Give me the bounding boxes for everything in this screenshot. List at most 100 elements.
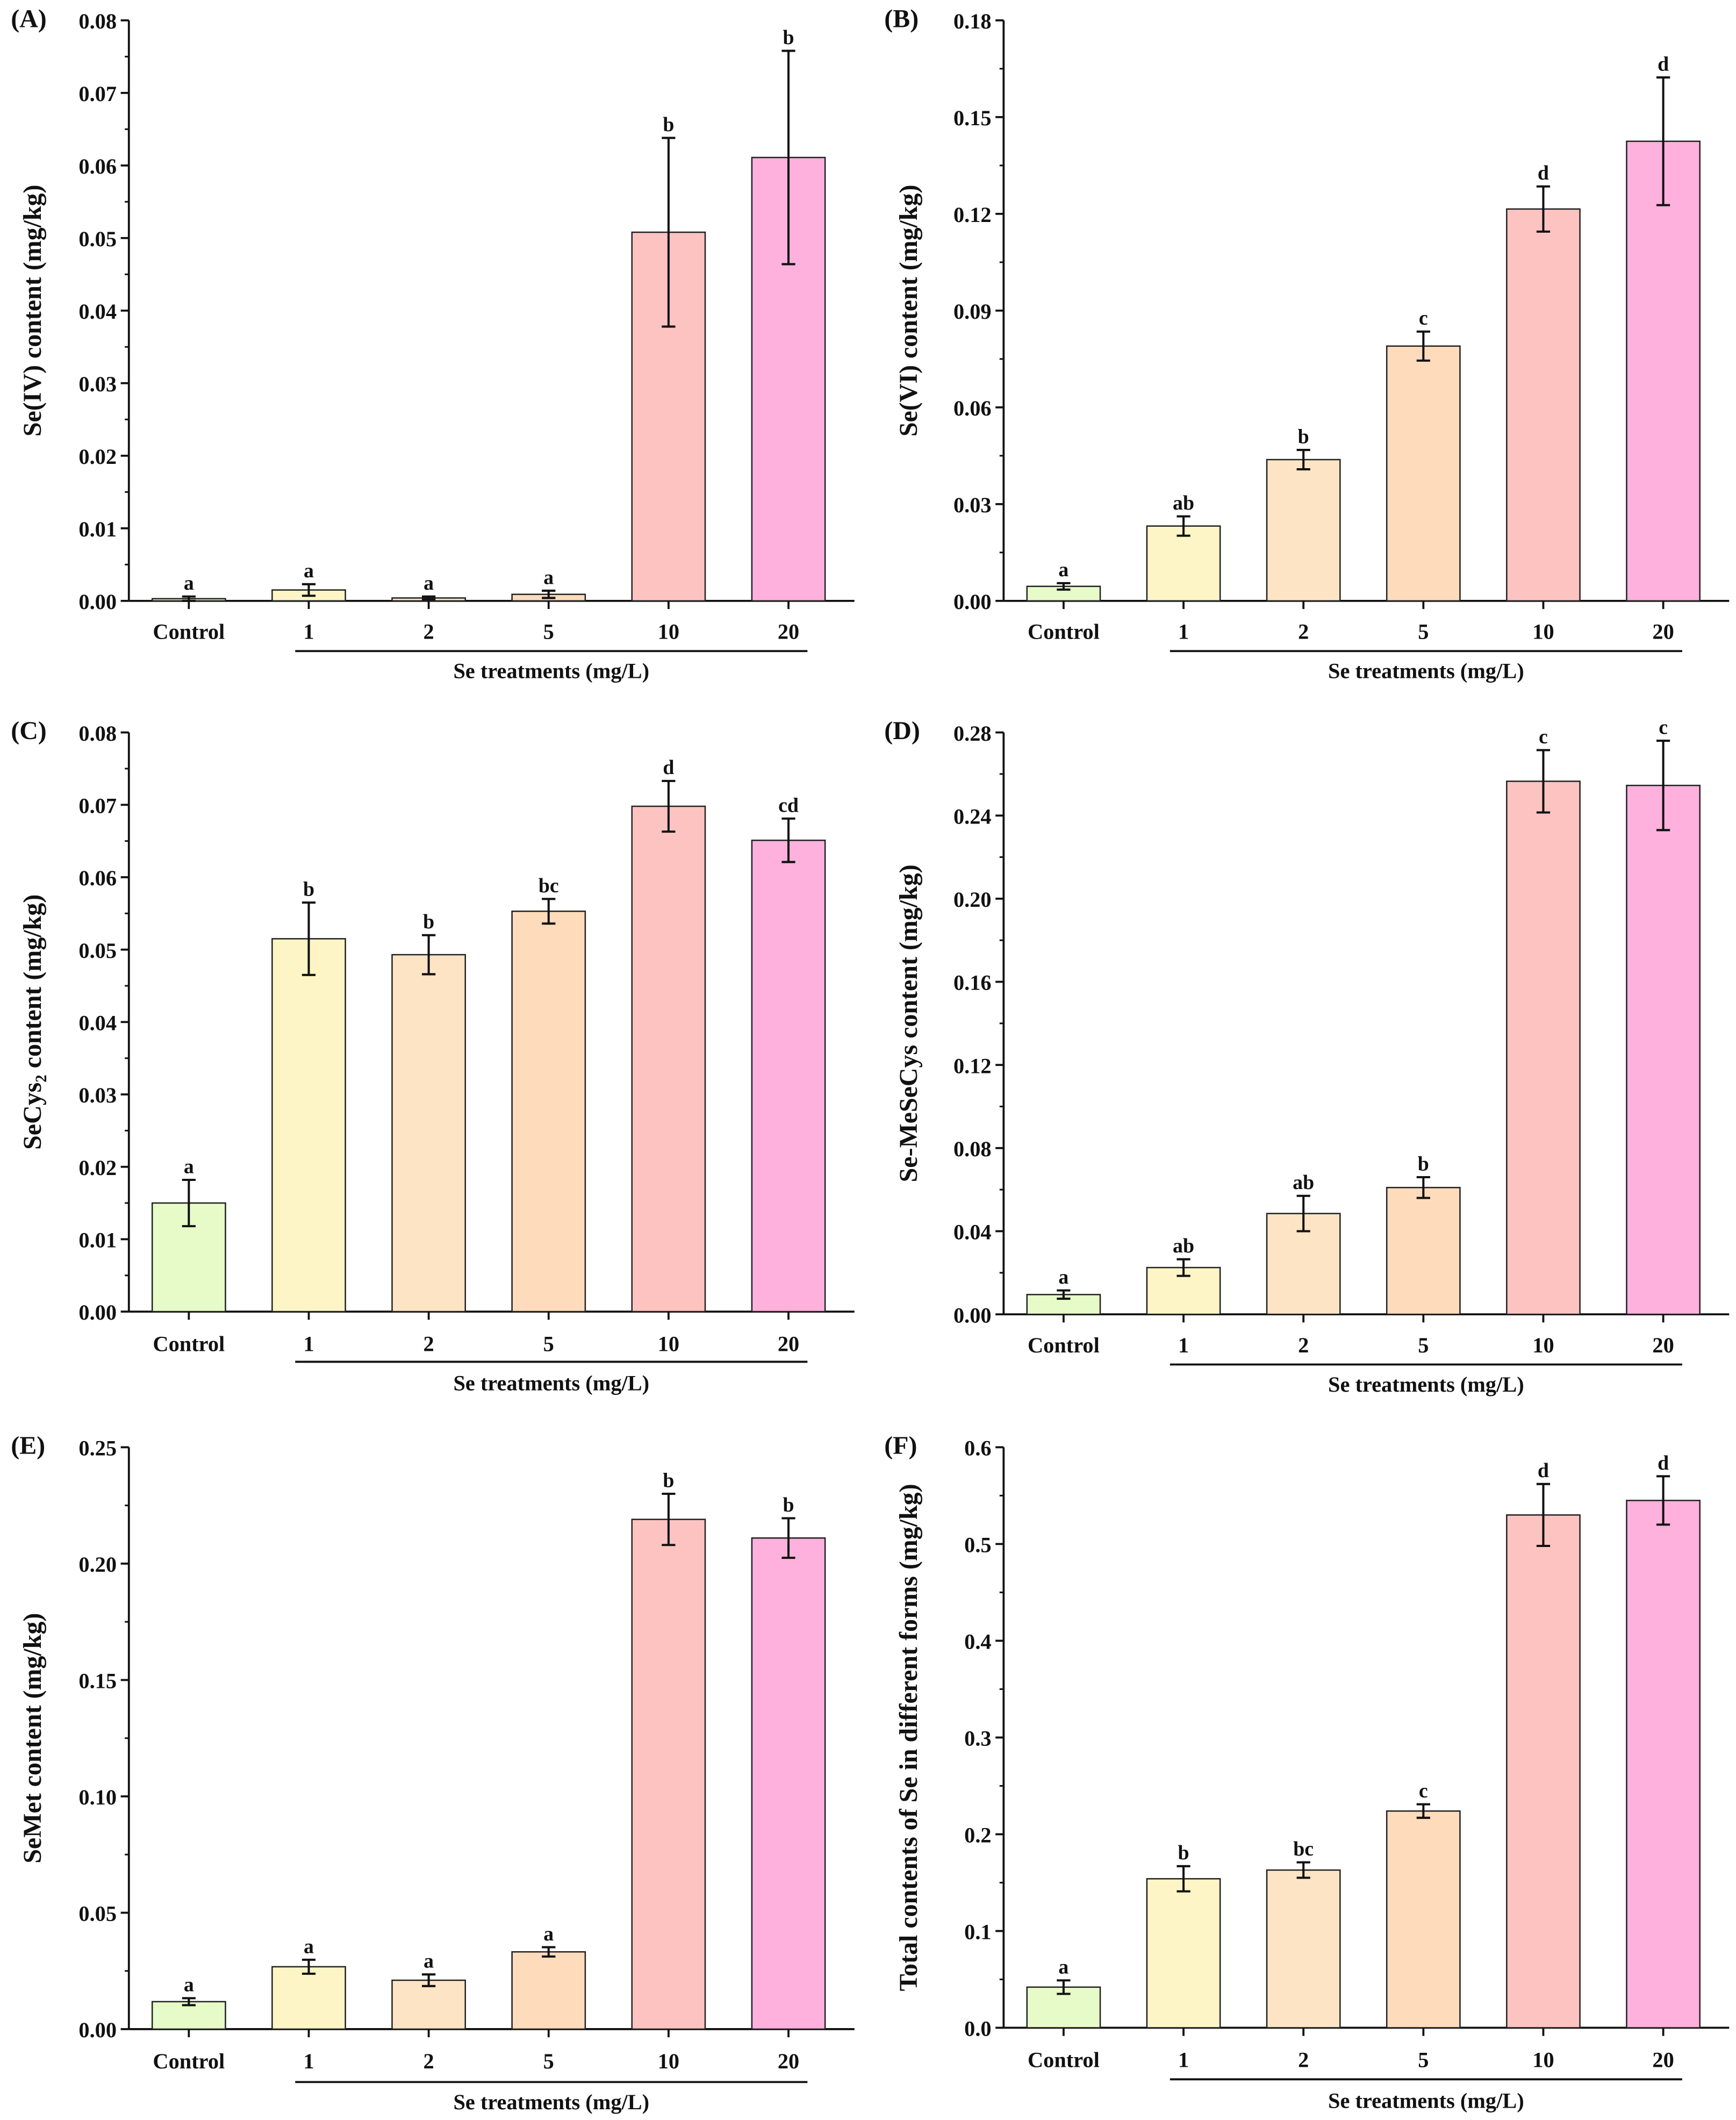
x-tick-label: 1: [303, 619, 314, 643]
x-tick-label: 1: [303, 2049, 314, 2073]
x-tick-label: Control: [153, 1331, 225, 1356]
bar-2: [391, 954, 467, 1313]
y-tick-label: 0.01: [78, 1228, 117, 1252]
significance-letter: b: [1178, 1842, 1189, 1864]
panel-label: (A): [11, 4, 47, 33]
y-tick-label: 0.08: [953, 1137, 992, 1161]
significance-letter: bc: [539, 875, 559, 897]
y-tick-label: 0.06: [78, 154, 117, 178]
bar-5: [1386, 345, 1461, 602]
significance-letter: a: [1058, 1956, 1068, 1979]
bar-10: [1506, 780, 1581, 1315]
y-tick-label: 0.02: [78, 1156, 117, 1180]
significance-letter: c: [1539, 726, 1548, 748]
y-tick-label: 0.06: [953, 396, 992, 420]
significance-letter: a: [304, 560, 314, 582]
x-tick-label: 2: [1298, 1333, 1309, 1357]
significance-letter: d: [663, 756, 674, 779]
bar-10: [631, 1519, 706, 2030]
x-axis-label: Se treatments (mg/L): [1328, 659, 1524, 683]
x-tick-label: 10: [1532, 619, 1554, 643]
x-tick-label: 5: [1418, 2048, 1429, 2072]
x-tick-label: 5: [1418, 619, 1429, 643]
y-tick-label: 0.6: [964, 1436, 991, 1460]
x-tick-label: 1: [1178, 619, 1189, 643]
x-tick-label: 2: [424, 619, 434, 643]
y-tick-label: 0.3: [964, 1727, 991, 1751]
panel-label: (E): [11, 1431, 45, 1460]
x-axis-label: Se treatments (mg/L): [453, 2090, 649, 2114]
y-tick-label: 0.00: [953, 590, 992, 614]
bar-5: [1386, 1810, 1461, 2029]
significance-letter: a: [184, 1974, 194, 1996]
bar-5: [511, 1951, 586, 2030]
x-tick-label: 20: [1652, 1333, 1674, 1357]
significance-letter: b: [1298, 425, 1309, 448]
significance-letter: c: [1419, 307, 1428, 330]
y-axis-label: Se(IV) content (mg/kg): [18, 185, 47, 437]
bar-20: [751, 1537, 826, 2030]
bar-20: [1626, 140, 1701, 602]
bar-5: [511, 911, 586, 1313]
x-tick-label: 1: [1178, 1333, 1189, 1357]
x-tick-label: 2: [424, 1331, 434, 1356]
y-tick-label: 0.04: [78, 1011, 117, 1035]
y-tick-label: 0.07: [78, 793, 117, 818]
x-tick-label: 20: [778, 619, 799, 643]
y-tick-label: 0.07: [78, 82, 117, 106]
x-tick-label: 1: [303, 1331, 314, 1356]
significance-letter: d: [1538, 1459, 1549, 1482]
y-tick-label: 0.00: [953, 1303, 992, 1327]
bar-2: [391, 1979, 467, 2030]
bar-10: [1506, 208, 1581, 602]
panel-label: (B): [884, 4, 919, 33]
y-tick-label: 0.06: [78, 866, 117, 890]
x-tick-label: 20: [778, 1331, 799, 1356]
significance-letter: a: [543, 1923, 554, 1945]
y-tick-label: 0.12: [953, 1054, 992, 1078]
y-axis-label: Se-MeSeCys content (mg/kg): [894, 864, 923, 1182]
significance-letter: ab: [1173, 492, 1194, 514]
significance-letter: a: [424, 572, 434, 595]
bar-1: [1146, 1878, 1221, 2029]
y-tick-label: 0.00: [78, 1300, 117, 1324]
y-tick-label: 0.5: [964, 1533, 991, 1557]
significance-letter: cd: [778, 794, 799, 817]
y-tick-label: 0.00: [78, 2018, 117, 2042]
x-tick-label: 10: [1532, 1333, 1554, 1357]
significance-letter: c: [1659, 716, 1668, 739]
y-tick-label: 0.15: [953, 106, 992, 130]
significance-letter: b: [663, 1469, 674, 1492]
x-axis-label: Se treatments (mg/L): [453, 659, 649, 683]
significance-letter: ab: [1173, 1235, 1194, 1257]
significance-letter: d: [1658, 1452, 1669, 1474]
y-tick-label: 0.12: [953, 203, 992, 227]
significance-letter: d: [1538, 162, 1549, 184]
x-tick-label: 20: [778, 2049, 799, 2073]
y-tick-label: 0.16: [953, 971, 992, 995]
bar-control: [151, 2001, 226, 2030]
significance-letter: a: [1058, 558, 1068, 581]
y-tick-label: 0.05: [78, 227, 117, 251]
panel-label: (D): [884, 717, 920, 745]
y-tick-label: 0.04: [953, 1220, 992, 1244]
x-tick-label: Control: [153, 619, 225, 643]
x-tick-label: 20: [1652, 2048, 1674, 2072]
y-tick-label: 0.10: [78, 1785, 117, 1809]
y-tick-label: 0.24: [953, 804, 992, 828]
bar-10: [1506, 1514, 1581, 2029]
y-tick-label: 0.00: [78, 590, 117, 614]
y-axis-label: Total contents of Se in different forms …: [894, 1484, 923, 1991]
x-tick-label: 20: [1652, 619, 1674, 643]
x-tick-label: 2: [1298, 2048, 1309, 2072]
significance-letter: bc: [1293, 1838, 1314, 1860]
y-tick-label: 0.05: [78, 939, 117, 963]
y-tick-label: 0.1: [964, 1920, 991, 1944]
panel-b: (B) 0.00 0.03 0.06 0.09 0.12 0.15 0.18 Se(VI) co…: [884, 4, 1730, 683]
y-tick-label: 0.03: [78, 372, 117, 396]
x-tick-label: 10: [658, 1331, 679, 1356]
panel-label: (C): [11, 717, 47, 745]
significance-letter: b: [303, 878, 314, 901]
bar-1: [1146, 525, 1221, 602]
bar-1: [271, 1966, 346, 2030]
